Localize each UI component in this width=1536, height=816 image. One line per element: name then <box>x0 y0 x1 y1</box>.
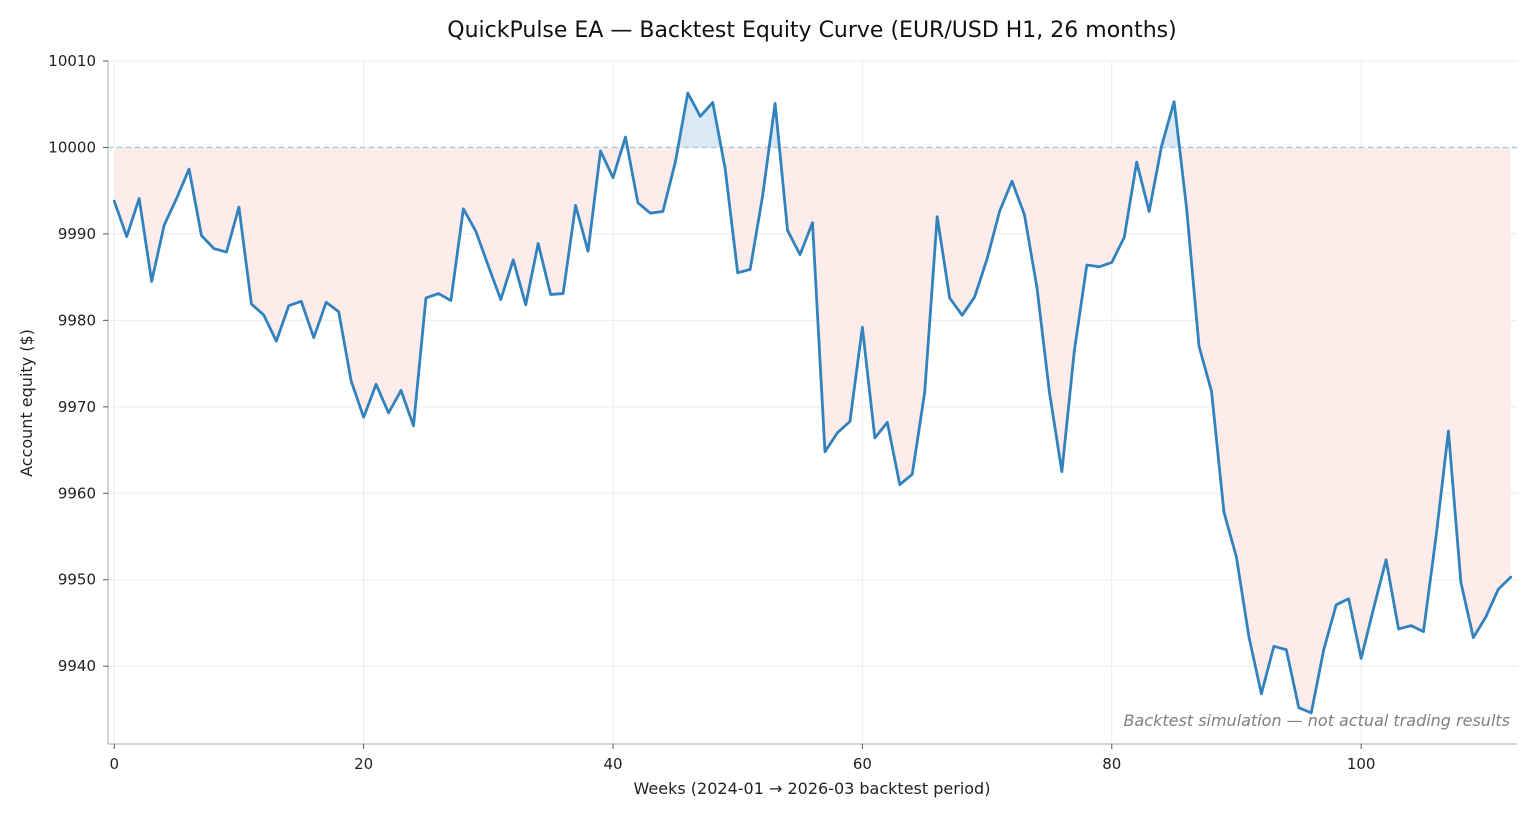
equity-line <box>112 91 1513 715</box>
drawdown-fill-area <box>1179 147 1511 713</box>
y-axis-label: Account equity ($) <box>17 329 36 477</box>
y-tick-label: 9950 <box>58 571 96 589</box>
x-tick-label: 100 <box>1347 755 1376 773</box>
y-tick-label: 9940 <box>58 657 96 675</box>
y-tick-label: 10010 <box>48 52 96 70</box>
x-tick-label: 80 <box>1102 755 1121 773</box>
x-tick-label: 20 <box>354 755 373 773</box>
y-tick-label: 9960 <box>58 484 96 502</box>
disclaimer-annotation: Backtest simulation — not actual trading… <box>1124 711 1510 730</box>
x-axis-label: Weeks (2024-01 → 2026-03 backtest period… <box>634 779 991 798</box>
x-tick-label: 60 <box>853 755 872 773</box>
y-axis-ticks: 9940 9950 9960 9970 9980 9990 10000 10010 <box>48 52 108 675</box>
y-tick-label: 9980 <box>58 311 96 329</box>
drawdown-fill-area <box>721 147 770 273</box>
y-tick-label: 9970 <box>58 398 96 416</box>
x-tick-label: 40 <box>603 755 622 773</box>
x-axis-ticks: 0 20 40 60 80 100 <box>109 744 1375 773</box>
x-tick-label: 0 <box>109 755 119 773</box>
y-tick-label: 10000 <box>48 138 96 156</box>
axes <box>107 61 1517 745</box>
y-tick-label: 9990 <box>58 225 96 243</box>
chart-title: QuickPulse EA — Backtest Equity Curve (E… <box>447 18 1176 43</box>
drawdown-fill-area <box>779 147 1162 485</box>
